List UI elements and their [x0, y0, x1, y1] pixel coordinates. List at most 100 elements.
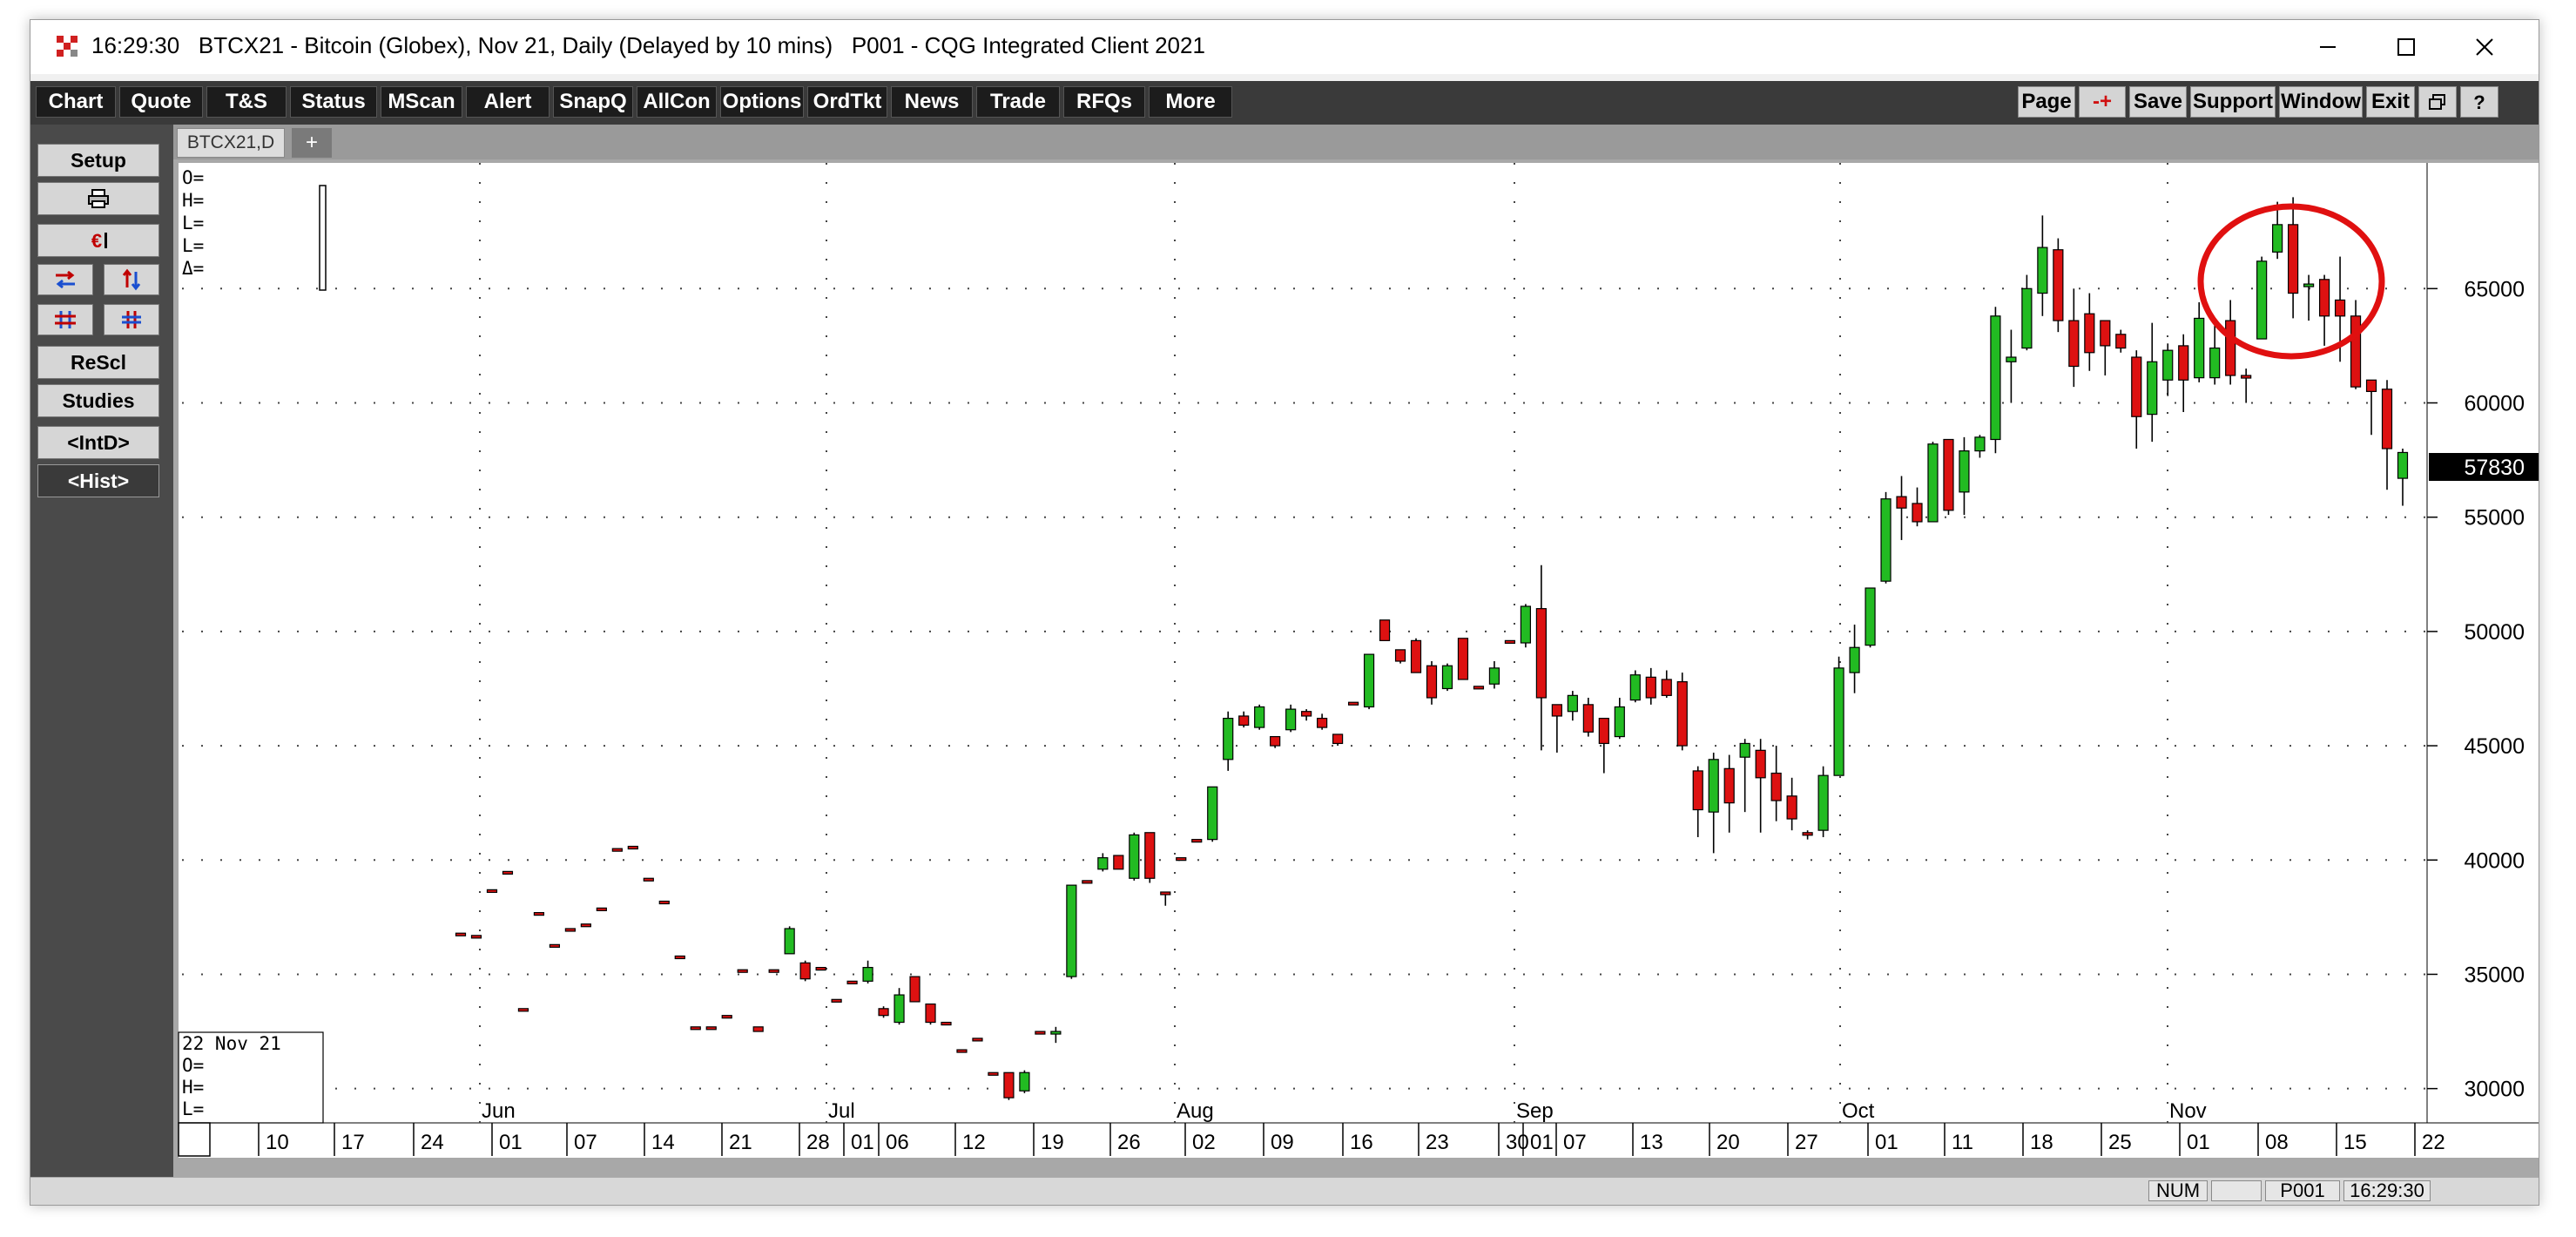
news-button[interactable]: News [891, 86, 973, 118]
num-lock-indicator: NUM [2148, 1180, 2208, 1201]
mscan-button[interactable]: MScan [381, 86, 462, 118]
add-tab-button[interactable]: + [292, 128, 332, 158]
candle [1144, 832, 1156, 883]
annotation-red-circle [2197, 203, 2385, 360]
candle-body [2225, 320, 2236, 376]
x-tick-label: 14 [651, 1131, 675, 1154]
tab-btcx21-daily[interactable]: BTCX21,D [177, 128, 285, 158]
price-chart[interactable]: 30000 35000 40000 45000 50000 55000 60000 65000… [173, 159, 2539, 1177]
candle [705, 1026, 717, 1031]
candle [1959, 436, 1970, 516]
x-tick-label: 01 [2187, 1131, 2210, 1154]
restore-window-icon[interactable] [2418, 86, 2457, 118]
candle-body [1347, 701, 1359, 706]
x-tick-label: 17 [341, 1131, 365, 1154]
historical-button[interactable]: <Hist> [37, 464, 159, 497]
close-icon[interactable] [2450, 27, 2519, 67]
candle [1129, 832, 1140, 881]
grid-expand-icon[interactable] [104, 304, 159, 335]
x-tick-label: 06 [886, 1131, 909, 1154]
studies-button[interactable]: Studies [37, 384, 159, 417]
candle [517, 1008, 529, 1012]
y-tick-label: 30000 [2464, 1078, 2525, 1102]
candle [1582, 697, 1594, 737]
candle [486, 889, 498, 893]
trade-button[interactable]: Trade [976, 86, 1060, 118]
candle-body [580, 923, 591, 928]
candle-body [690, 1026, 701, 1031]
window-button[interactable]: Window [2279, 86, 2363, 118]
zoom-toggle-button[interactable]: -+ [2079, 86, 2126, 118]
candle [1238, 711, 1250, 728]
candle-body [2209, 347, 2221, 379]
more-button[interactable]: More [1149, 86, 1232, 118]
candle-body [1676, 681, 1688, 747]
candle [2100, 320, 2111, 376]
candle-body [2178, 345, 2189, 381]
candle-body [1003, 1071, 1015, 1098]
rfqs-button[interactable]: RFQs [1063, 86, 1145, 118]
month-label: Jun [482, 1099, 516, 1123]
candle-body [941, 1021, 952, 1026]
candle-body [1959, 450, 1970, 493]
alert-button[interactable]: Alert [466, 86, 550, 118]
candle-body [1238, 715, 1250, 727]
y-tick-label: 55000 [2464, 506, 2525, 531]
setup-button[interactable]: Setup [37, 144, 159, 177]
candle [596, 907, 607, 911]
candle [1755, 739, 1766, 833]
maximize-icon[interactable] [2371, 27, 2441, 67]
candle [1347, 701, 1359, 706]
date-axis [179, 1123, 2539, 1158]
candle [1535, 564, 1547, 751]
status-button[interactable]: Status [290, 86, 377, 118]
ts-button[interactable]: T&S [206, 86, 287, 118]
chart-button[interactable]: Chart [36, 86, 116, 118]
y-tick-label: 40000 [2464, 848, 2525, 873]
candle-body [1817, 774, 1829, 831]
options-button[interactable]: Options [720, 86, 804, 118]
page-button[interactable]: Page [2018, 86, 2075, 118]
candle [1363, 653, 1375, 710]
candle-body [737, 969, 748, 973]
status-bar: NUM P001 16:29:30 [30, 1177, 2539, 1205]
y-tick-label: 45000 [2464, 734, 2525, 759]
help-icon[interactable]: ? [2460, 86, 2498, 118]
ordtkt-button[interactable]: OrdTkt [807, 86, 887, 118]
grid-compress-icon[interactable] [37, 304, 93, 335]
candle-body [878, 1008, 889, 1017]
rescale-button[interactable]: ReScl [37, 346, 159, 379]
snapq-button[interactable]: SnapQ [553, 86, 633, 118]
minimize-icon[interactable] [2293, 27, 2363, 67]
svg-text:€: € [91, 230, 102, 252]
euro-symbol-icon[interactable]: € [37, 224, 159, 257]
candle [1567, 691, 1578, 721]
intraday-button[interactable]: <IntD> [37, 426, 159, 459]
quote-button[interactable]: Quote [119, 86, 203, 118]
candle-body [2006, 356, 2017, 362]
x-tick-label: 19 [1041, 1131, 1064, 1154]
candle [2365, 379, 2377, 436]
allcon-button[interactable]: AllCon [637, 86, 717, 118]
cursor-high: H= [182, 1077, 204, 1098]
candle-body [1535, 608, 1547, 699]
candle-body [1849, 646, 1860, 673]
swap-vertical-icon[interactable] [104, 264, 159, 295]
candle-body [1786, 795, 1797, 820]
swap-horizontal-icon[interactable] [37, 264, 93, 295]
exit-button[interactable]: Exit [2366, 86, 2415, 118]
save-button[interactable]: Save [2129, 86, 2187, 118]
cqg-app-icon [57, 36, 78, 57]
candle [2381, 380, 2393, 490]
print-icon[interactable] [37, 182, 159, 215]
candle-body [1896, 496, 1907, 509]
x-tick-label: 01 [851, 1131, 874, 1154]
support-button[interactable]: Support [2190, 86, 2276, 118]
candle [784, 926, 795, 955]
x-tick-label: 20 [1716, 1131, 1740, 1154]
candle [925, 1003, 936, 1025]
x-tick-label: 07 [574, 1131, 597, 1154]
candle-body [2084, 313, 2095, 354]
candle-body [1880, 498, 1892, 582]
candle-body [502, 870, 514, 875]
